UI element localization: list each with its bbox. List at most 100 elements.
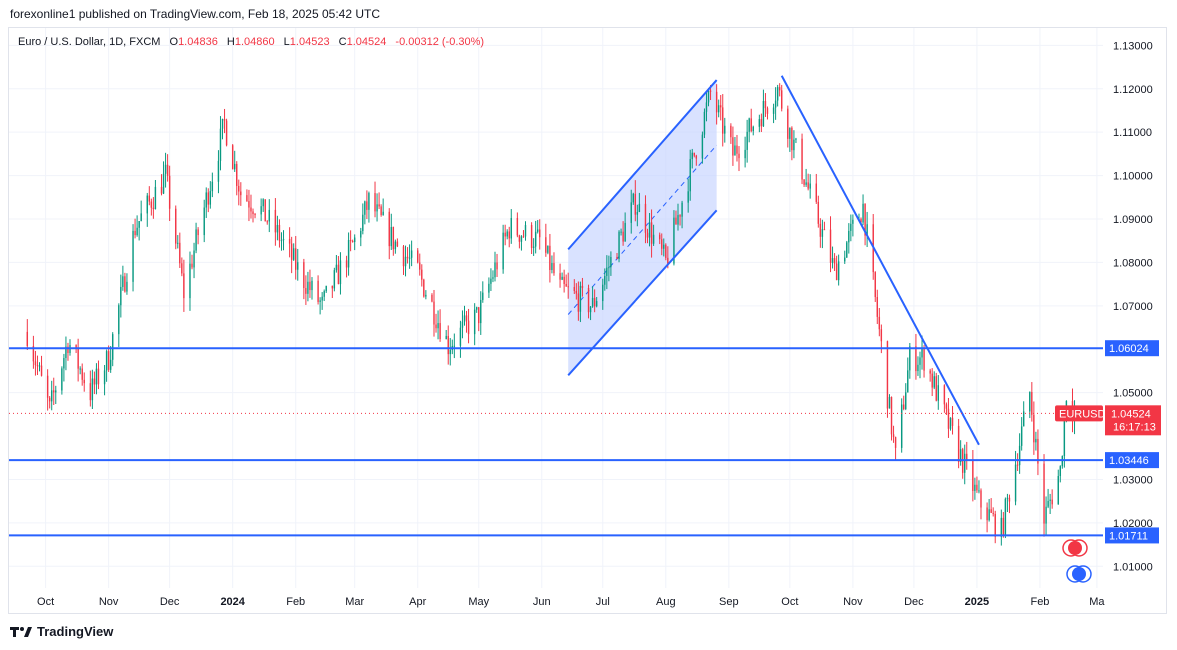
candle-body	[132, 230, 134, 282]
candle-body	[880, 329, 883, 342]
candle-body	[140, 213, 142, 222]
candle-body	[616, 256, 618, 259]
candle-body	[1045, 506, 1047, 524]
candle-body	[195, 229, 197, 251]
candle-body	[575, 290, 578, 294]
current-price-label: 1.04524	[1111, 408, 1151, 420]
candle-body	[935, 376, 937, 401]
candle-body	[219, 128, 222, 161]
candle-body	[547, 245, 549, 253]
candle-body	[138, 221, 140, 228]
current-price-tag[interactable]	[1105, 405, 1161, 436]
candle-body	[561, 276, 563, 280]
candle-body	[103, 370, 106, 385]
candle-body	[595, 301, 598, 307]
candle-body	[307, 281, 309, 294]
candle-body	[817, 201, 820, 224]
candle-body	[262, 199, 264, 207]
channel-upper-line[interactable]	[567, 79, 718, 251]
candle-body	[453, 345, 456, 347]
candle-body	[419, 262, 421, 270]
candle-body	[276, 224, 279, 233]
candle-body	[850, 223, 852, 231]
brand-name: TradingView	[37, 624, 114, 639]
candle-body	[207, 192, 209, 205]
candle-body	[988, 509, 990, 521]
candle-body	[459, 327, 462, 346]
candle-body	[724, 125, 726, 134]
candle-body	[691, 152, 693, 160]
candle-body	[266, 221, 268, 223]
candle-body	[423, 279, 425, 297]
candle-body	[1063, 416, 1066, 457]
event-icon-flag	[1068, 541, 1082, 555]
candle-body	[364, 201, 366, 215]
change-value: -0.00312 (-0.30%)	[395, 36, 485, 48]
high-value: 1.04860	[234, 36, 275, 48]
tradingview-logo[interactable]: TradingView	[10, 624, 113, 639]
candle-body	[160, 186, 163, 194]
candle-body	[730, 125, 732, 138]
candle-body	[396, 241, 399, 247]
candle-body	[154, 186, 157, 210]
candle-body	[900, 404, 903, 448]
candle-body	[325, 285, 327, 292]
us-event-icon[interactable]	[1062, 539, 1088, 557]
candle-body	[408, 257, 411, 259]
downtrend-line[interactable]	[780, 75, 980, 446]
candle-body	[217, 160, 220, 182]
candle-body	[923, 348, 925, 371]
candle-body	[292, 248, 295, 260]
candle-body	[120, 286, 122, 306]
candle-body	[1043, 463, 1045, 524]
candle-body	[404, 256, 407, 267]
candle-body	[752, 126, 754, 132]
candle-body	[274, 209, 277, 233]
candle-body	[1057, 476, 1059, 505]
candle-body	[439, 323, 441, 340]
candle-body	[591, 297, 594, 307]
candle-body	[945, 404, 948, 409]
candle-body	[433, 301, 435, 325]
candle-body	[168, 175, 171, 209]
open-label: O	[169, 36, 179, 48]
symbol-tag[interactable]	[1055, 405, 1103, 422]
candle-body	[280, 240, 283, 242]
candle-body	[608, 267, 610, 269]
level-price-tag[interactable]	[1105, 452, 1159, 469]
candle-body	[565, 284, 567, 287]
candle-body	[707, 90, 710, 103]
candle-body	[48, 397, 51, 402]
level-price-tag[interactable]	[1105, 527, 1159, 544]
candle-body	[482, 292, 484, 300]
candle-body	[504, 232, 506, 237]
candle-body	[264, 199, 266, 222]
candle-body	[1016, 464, 1019, 466]
candle-body	[506, 231, 508, 237]
chart-pane[interactable]	[8, 27, 1167, 614]
candle-body	[864, 203, 866, 236]
candle-body	[715, 91, 718, 113]
candle-body	[634, 193, 637, 215]
candle-body	[860, 218, 862, 223]
candle-body	[734, 145, 736, 156]
candle-body	[1006, 497, 1009, 499]
level-price-tag[interactable]	[1105, 340, 1159, 357]
candle-body	[177, 242, 179, 244]
candle-body	[231, 145, 234, 170]
candle-body	[502, 232, 504, 270]
candle-body	[162, 173, 165, 194]
eu-event-icon[interactable]	[1066, 565, 1092, 583]
candle-body	[494, 262, 496, 278]
candle-body	[744, 149, 746, 159]
candle-body	[992, 512, 994, 514]
candle-body	[34, 361, 37, 366]
candle-body	[539, 229, 541, 238]
candle-body	[673, 217, 675, 264]
candle-body	[658, 234, 661, 240]
candle-body	[488, 283, 490, 293]
candle-body	[610, 256, 612, 268]
open-value: 1.04836	[178, 36, 218, 48]
candle-body	[589, 306, 592, 313]
